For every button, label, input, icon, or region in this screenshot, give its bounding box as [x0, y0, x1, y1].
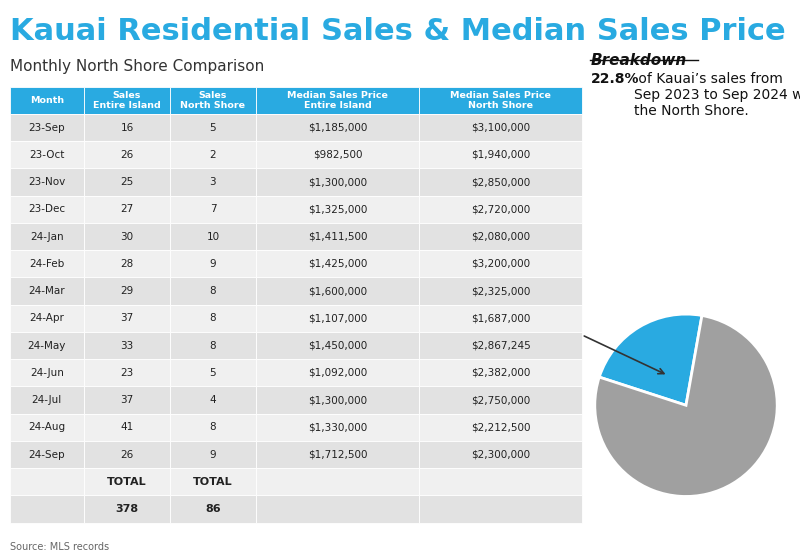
Text: 30: 30 — [121, 231, 134, 241]
Text: 37: 37 — [120, 395, 134, 405]
Text: 24-May: 24-May — [28, 340, 66, 350]
Text: TOTAL: TOTAL — [107, 477, 147, 487]
Text: $1,687,000: $1,687,000 — [471, 313, 530, 323]
Text: 7: 7 — [210, 204, 216, 214]
Text: $1,107,000: $1,107,000 — [308, 313, 367, 323]
Text: 2: 2 — [210, 150, 216, 160]
Text: $1,185,000: $1,185,000 — [308, 122, 367, 132]
Text: 26: 26 — [120, 150, 134, 160]
Text: $1,092,000: $1,092,000 — [308, 368, 367, 378]
Text: 27: 27 — [120, 204, 134, 214]
Text: $1,450,000: $1,450,000 — [308, 340, 367, 350]
Text: 23-Nov: 23-Nov — [28, 177, 66, 187]
Text: 378: 378 — [115, 504, 138, 514]
Text: $3,200,000: $3,200,000 — [471, 259, 530, 269]
Text: 23-Sep: 23-Sep — [29, 122, 65, 132]
Text: Monthly North Shore Comparison: Monthly North Shore Comparison — [10, 59, 264, 74]
Text: Sales
North Shore: Sales North Shore — [181, 91, 246, 110]
Wedge shape — [594, 315, 777, 496]
Text: 24-Jan: 24-Jan — [30, 231, 64, 241]
Text: 24-Apr: 24-Apr — [30, 313, 64, 323]
Text: $1,325,000: $1,325,000 — [308, 204, 367, 214]
Text: 33: 33 — [120, 340, 134, 350]
Text: $3,100,000: $3,100,000 — [471, 122, 530, 132]
Text: $1,300,000: $1,300,000 — [308, 395, 367, 405]
Text: 28: 28 — [120, 259, 134, 269]
Text: 24-Jul: 24-Jul — [32, 395, 62, 405]
Text: $2,382,000: $2,382,000 — [471, 368, 530, 378]
Text: TOTAL: TOTAL — [193, 477, 233, 487]
Text: $1,712,500: $1,712,500 — [308, 449, 367, 459]
Text: Month: Month — [30, 96, 64, 105]
Text: $2,867,245: $2,867,245 — [471, 340, 530, 350]
Text: $1,300,000: $1,300,000 — [308, 177, 367, 187]
Text: $2,850,000: $2,850,000 — [471, 177, 530, 187]
Text: 41: 41 — [120, 422, 134, 432]
Text: 5: 5 — [210, 368, 216, 378]
Text: $2,720,000: $2,720,000 — [471, 204, 530, 214]
Text: 10: 10 — [206, 231, 219, 241]
Text: 37: 37 — [120, 313, 134, 323]
Text: 4: 4 — [210, 395, 216, 405]
Text: $2,325,000: $2,325,000 — [471, 286, 530, 296]
Text: 86: 86 — [205, 504, 221, 514]
Text: 8: 8 — [210, 313, 216, 323]
Text: 3: 3 — [210, 177, 216, 187]
Text: of Kauai’s sales from
Sep 2023 to Sep 2024 were on
the North Shore.: of Kauai’s sales from Sep 2023 to Sep 20… — [634, 72, 800, 118]
Text: 24-Jun: 24-Jun — [30, 368, 64, 378]
Text: $2,750,000: $2,750,000 — [471, 395, 530, 405]
Text: 23-Oct: 23-Oct — [29, 150, 65, 160]
Text: 8: 8 — [210, 286, 216, 296]
Text: 26: 26 — [120, 449, 134, 459]
Text: $2,212,500: $2,212,500 — [471, 422, 530, 432]
Text: 23: 23 — [120, 368, 134, 378]
Text: $1,600,000: $1,600,000 — [308, 286, 367, 296]
Wedge shape — [599, 314, 702, 405]
Text: 5: 5 — [210, 122, 216, 132]
Text: 9: 9 — [210, 259, 216, 269]
Text: $2,080,000: $2,080,000 — [471, 231, 530, 241]
Text: $2,300,000: $2,300,000 — [471, 449, 530, 459]
Text: 8: 8 — [210, 422, 216, 432]
Text: 22.8%: 22.8% — [590, 72, 639, 86]
Text: Breakdown: Breakdown — [590, 53, 686, 68]
Text: 24-Mar: 24-Mar — [29, 286, 65, 296]
Text: 24-Feb: 24-Feb — [30, 259, 65, 269]
Text: 23-Dec: 23-Dec — [28, 204, 66, 214]
Text: Sales
Entire Island: Sales Entire Island — [93, 91, 161, 110]
Text: 24-Sep: 24-Sep — [29, 449, 65, 459]
Text: Source: MLS records: Source: MLS records — [10, 542, 109, 552]
Text: $1,425,000: $1,425,000 — [308, 259, 367, 269]
Text: 24-Aug: 24-Aug — [28, 422, 66, 432]
Text: Kauai Residential Sales & Median Sales Price: Kauai Residential Sales & Median Sales P… — [10, 17, 786, 46]
Text: 25: 25 — [120, 177, 134, 187]
Text: Median Sales Price
Entire Island: Median Sales Price Entire Island — [287, 91, 388, 110]
Text: $1,940,000: $1,940,000 — [471, 150, 530, 160]
Text: 16: 16 — [120, 122, 134, 132]
Text: $1,411,500: $1,411,500 — [308, 231, 367, 241]
Text: $982,500: $982,500 — [313, 150, 362, 160]
Text: $1,330,000: $1,330,000 — [308, 422, 367, 432]
Text: 8: 8 — [210, 340, 216, 350]
Text: Median Sales Price
North Shore: Median Sales Price North Shore — [450, 91, 551, 110]
Text: 9: 9 — [210, 449, 216, 459]
Text: 29: 29 — [120, 286, 134, 296]
